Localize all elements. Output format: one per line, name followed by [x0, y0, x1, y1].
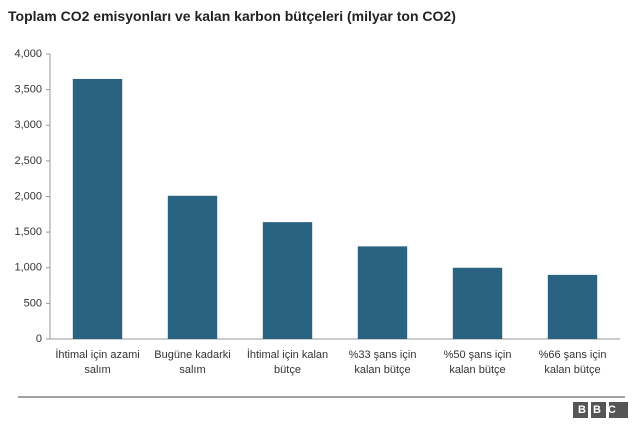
y-tick-label: 500: [24, 297, 42, 309]
x-tick-label: %50 şans için kalan bütçe: [443, 349, 512, 376]
x-tick-label: %33 şans için kalan bütçe: [348, 349, 417, 376]
x-tick-label: Bugüne kadarki salım: [154, 349, 231, 376]
y-tick-label: 1,500: [14, 226, 42, 238]
bar: [547, 274, 598, 339]
y-tick-label: 0: [36, 333, 42, 345]
x-tick-label: %66 şans için kalan bütçe: [538, 349, 607, 376]
bar: [357, 246, 408, 339]
bar: [452, 267, 503, 339]
y-tick-label: 3,000: [14, 119, 42, 131]
bar: [167, 195, 218, 339]
y-tick-label: 2,000: [14, 190, 42, 202]
chart-title: Toplam CO2 emisyonları ve kalan karbon b…: [8, 8, 456, 24]
y-tick-label: 4,000: [14, 48, 42, 60]
source-logo: BBC: [573, 402, 628, 418]
x-tick-label: İhtimal için azami salım: [55, 349, 140, 376]
y-tick-label: 1,000: [14, 262, 42, 274]
bar: [262, 222, 313, 339]
y-tick-label: 2,500: [14, 155, 42, 167]
y-tick-label: 3,500: [14, 84, 42, 96]
bar: [72, 78, 123, 339]
x-tick-label: İhtimal için kalan bütçe: [246, 349, 329, 376]
